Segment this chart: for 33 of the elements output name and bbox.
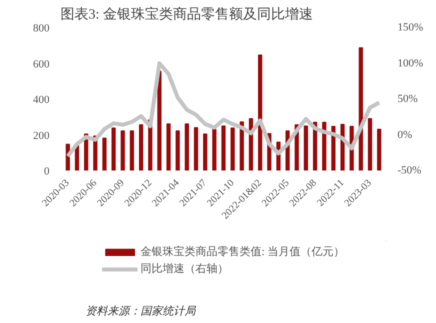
bar (120, 130, 125, 170)
bar (184, 123, 189, 170)
y2-tick-label: -50% (398, 164, 422, 176)
line-series (66, 61, 382, 158)
bar (212, 128, 216, 170)
bar (112, 127, 116, 170)
y-tick-label: 0 (44, 166, 50, 178)
y2-tick-label: 150% (398, 22, 424, 34)
y-tick-label: 600 (33, 58, 50, 70)
bar (230, 127, 235, 170)
y2-tick-label: 50% (398, 93, 418, 105)
bar (377, 128, 382, 170)
y2-tick-label: 100% (398, 57, 424, 70)
bar (194, 127, 198, 170)
bar (102, 138, 107, 170)
legend-label: 金银珠宝类商品零售类值: 当月值（亿元） (140, 244, 344, 259)
y-tick-label: 200 (33, 130, 50, 142)
bar (166, 123, 171, 170)
y-tick-label: 400 (33, 94, 50, 106)
bar (130, 130, 134, 170)
bar (304, 125, 308, 170)
chart-title: 图表3: 金银珠宝类商品零售额及同比增速 (60, 6, 313, 22)
bar (240, 121, 244, 170)
y-tick-label: 800 (33, 22, 50, 34)
bar (368, 118, 372, 170)
y2-tick-label: 0% (398, 128, 412, 141)
bar (176, 130, 180, 170)
bar (322, 122, 326, 170)
legend-label: 同比增速（右轴） (140, 262, 229, 276)
text: 资料来源：国家统计局 (86, 304, 196, 318)
bar (221, 125, 226, 170)
bar (138, 124, 144, 170)
bar (203, 134, 208, 170)
